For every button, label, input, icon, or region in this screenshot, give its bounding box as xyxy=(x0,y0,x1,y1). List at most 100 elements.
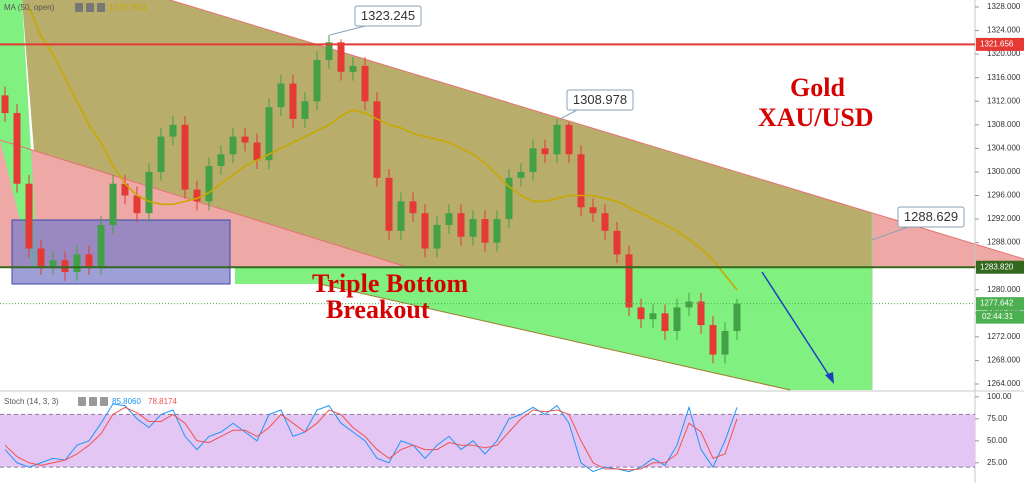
price-label-box xyxy=(976,37,1024,51)
channel-fill xyxy=(22,0,872,268)
candle-body xyxy=(565,124,573,155)
range-box xyxy=(11,219,231,285)
y-tick-label: 50.00 xyxy=(987,436,1008,445)
indicator-value: 78.8174 xyxy=(148,397,177,406)
candle-body xyxy=(553,124,561,155)
candle-body xyxy=(289,83,297,119)
candle-body xyxy=(637,307,645,320)
price-label: 1321.656 xyxy=(980,39,1014,48)
indicator-value: 85.8060 xyxy=(112,397,141,406)
callout-pointer xyxy=(559,109,578,120)
icon xyxy=(97,3,105,12)
candle-body xyxy=(121,183,129,196)
candle-body xyxy=(145,171,153,214)
y-tick-label: 1308.000 xyxy=(987,120,1021,129)
candle-body xyxy=(733,303,741,331)
indicator-name: Stoch (14, 3, 3) xyxy=(4,397,59,406)
moving-average xyxy=(28,6,738,291)
annotation: Triple Bottom xyxy=(312,269,469,298)
y-tick-label: 1320.000 xyxy=(987,49,1021,58)
candle-body xyxy=(709,325,717,355)
candle-body xyxy=(229,136,237,155)
candle-body xyxy=(169,124,177,137)
indicator-name: MA (50, open) xyxy=(4,3,55,12)
candle-body xyxy=(349,65,357,72)
icon xyxy=(75,3,83,12)
callout-box xyxy=(354,5,422,27)
y-tick-label: 100.00 xyxy=(987,392,1012,401)
candle-body xyxy=(313,60,321,102)
arrow-head xyxy=(825,372,834,384)
candle-body xyxy=(217,154,225,167)
y-tick-label: 1292.000 xyxy=(987,214,1021,223)
icon xyxy=(78,397,86,406)
callout-pointer xyxy=(329,25,366,36)
candle-body xyxy=(13,113,21,184)
plot xyxy=(0,6,975,473)
candle-body xyxy=(133,195,141,214)
y-tick-label: 1272.000 xyxy=(987,332,1021,341)
candle-body xyxy=(517,171,525,178)
y-tick-label: 25.00 xyxy=(987,458,1008,467)
y-tick-label: 1324.000 xyxy=(987,26,1021,35)
candle-body xyxy=(1,95,9,114)
candle-body xyxy=(61,260,69,273)
y-tick-label: 1288.000 xyxy=(987,238,1021,247)
callout-box xyxy=(566,89,634,111)
candle-body xyxy=(325,42,333,61)
overlay: Gold XAU/USD Triple Bottom Breakout MA (… xyxy=(4,3,874,406)
candle-body xyxy=(613,230,621,255)
icon xyxy=(100,397,108,406)
y-tick-label: 1264.000 xyxy=(987,379,1021,388)
candle-body xyxy=(157,136,165,172)
price-label-box xyxy=(976,297,1024,311)
countdown-box xyxy=(976,310,1024,324)
candle-body xyxy=(193,189,201,202)
channel-line xyxy=(0,139,411,269)
candle-body xyxy=(49,260,57,267)
candle-body xyxy=(649,313,657,320)
y-tick-label: 1296.000 xyxy=(987,191,1021,200)
candle-body xyxy=(661,313,669,331)
candle-body xyxy=(481,219,489,243)
callout-text: 1323.245 xyxy=(361,8,415,23)
annotation: Breakout xyxy=(326,295,430,324)
candle-body xyxy=(421,213,429,249)
candle-body xyxy=(493,219,501,243)
chart-subtitle: XAU/USD xyxy=(758,103,874,132)
candle-body xyxy=(277,83,285,108)
candle-body xyxy=(97,224,105,267)
candle-body xyxy=(457,213,465,237)
candle-body xyxy=(265,107,273,161)
candle-body xyxy=(337,42,345,72)
y-tick-label: 1268.000 xyxy=(987,356,1021,365)
price-label-box xyxy=(976,260,1024,274)
candle-body xyxy=(373,101,381,178)
candle-body xyxy=(445,213,453,225)
callout-text: 1308.978 xyxy=(573,92,627,107)
price-label: 1277.642 xyxy=(980,299,1014,308)
arrow xyxy=(761,271,833,381)
candle-body xyxy=(397,201,405,231)
candle-body xyxy=(529,148,537,172)
candle-body xyxy=(37,248,45,267)
price-label: 1283.820 xyxy=(980,262,1014,271)
candle-body xyxy=(505,177,513,220)
candle-body xyxy=(685,301,693,308)
candle-body xyxy=(241,136,249,143)
candle-body xyxy=(541,148,549,155)
candle-body xyxy=(409,201,417,214)
y-tick-label: 1300.000 xyxy=(987,167,1021,176)
candle-body xyxy=(433,224,441,249)
candle-body xyxy=(625,254,633,308)
candle-body xyxy=(181,124,189,190)
candle-body xyxy=(589,207,597,214)
callout-box xyxy=(897,206,965,228)
candle-body xyxy=(85,254,93,267)
candle-body xyxy=(109,183,117,225)
candle-body xyxy=(721,330,729,355)
candle-body xyxy=(25,183,33,249)
channel-line xyxy=(169,0,1024,260)
